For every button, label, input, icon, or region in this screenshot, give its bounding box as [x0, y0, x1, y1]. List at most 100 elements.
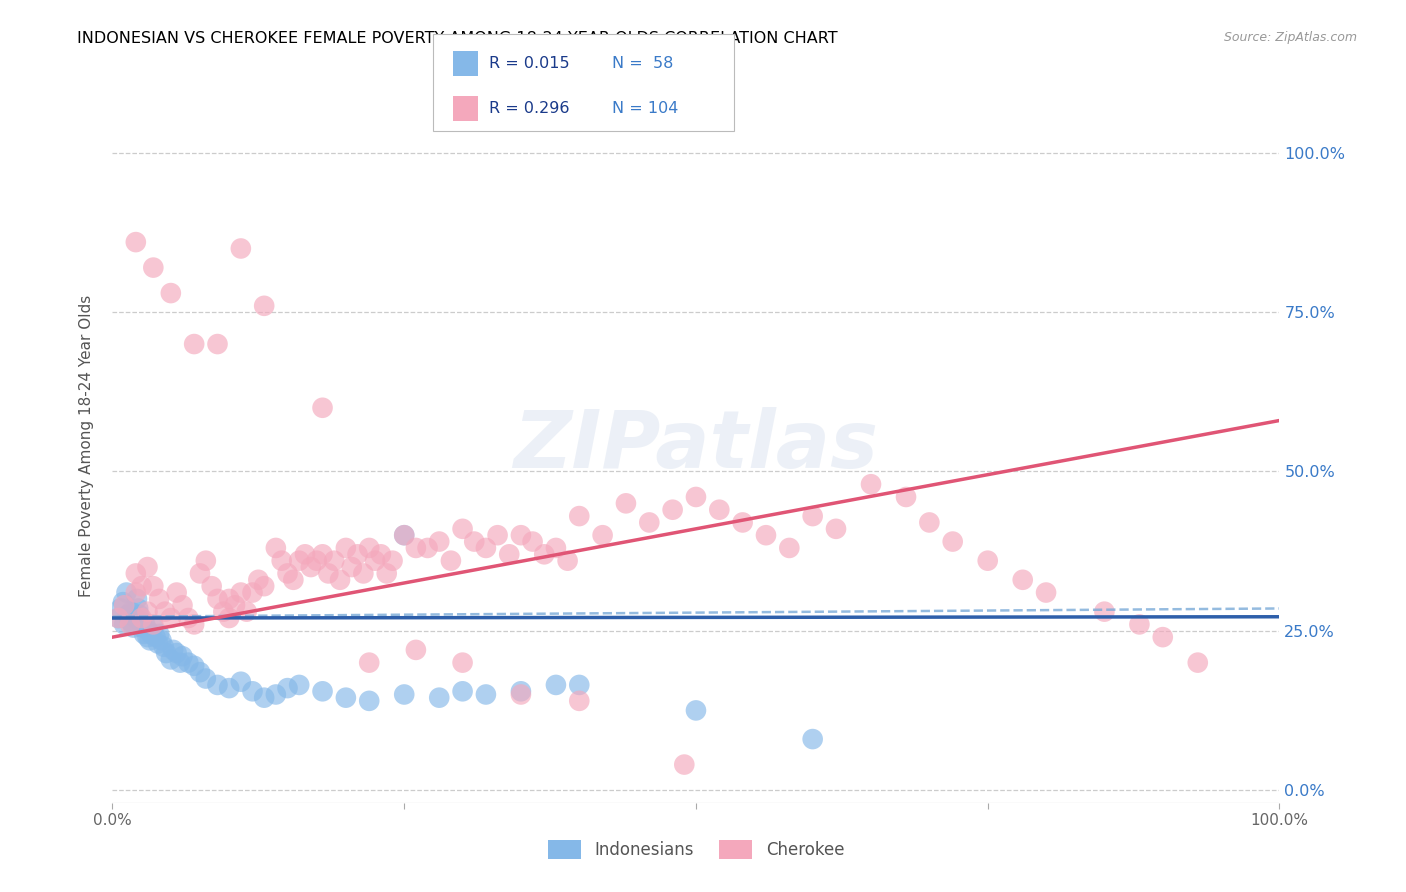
- Point: [894, 490, 917, 504]
- Point: [172, 599, 194, 613]
- Point: [463, 534, 485, 549]
- Point: [172, 649, 194, 664]
- Point: [288, 678, 311, 692]
- Point: [685, 703, 707, 717]
- Point: [142, 579, 165, 593]
- Point: [359, 541, 381, 555]
- Point: [122, 621, 145, 635]
- Point: [125, 591, 148, 606]
- Point: [264, 688, 287, 702]
- Point: [242, 684, 264, 698]
- Y-axis label: Female Poverty Among 18-24 Year Olds: Female Poverty Among 18-24 Year Olds: [79, 295, 94, 597]
- Point: [942, 534, 965, 549]
- Point: [162, 643, 184, 657]
- Point: [166, 646, 188, 660]
- Point: [614, 496, 637, 510]
- Legend: Indonesians, Cherokee: Indonesians, Cherokee: [541, 833, 851, 866]
- Point: [544, 678, 567, 692]
- Text: INDONESIAN VS CHEROKEE FEMALE POVERTY AMONG 18-24 YEAR OLDS CORRELATION CHART: INDONESIAN VS CHEROKEE FEMALE POVERTY AM…: [77, 31, 838, 46]
- Point: [115, 585, 138, 599]
- Point: [276, 681, 298, 695]
- Point: [118, 614, 141, 628]
- Point: [731, 516, 754, 530]
- Point: [224, 599, 246, 613]
- Point: [427, 534, 450, 549]
- Point: [142, 621, 165, 635]
- Point: [112, 599, 135, 613]
- Point: [1128, 617, 1150, 632]
- Point: [136, 560, 159, 574]
- Point: [394, 528, 416, 542]
- Point: [370, 547, 392, 561]
- Point: [177, 611, 200, 625]
- Point: [329, 573, 352, 587]
- Point: [359, 656, 381, 670]
- Point: [112, 617, 135, 632]
- Point: [440, 554, 463, 568]
- Point: [416, 541, 439, 555]
- Point: [153, 640, 176, 654]
- Point: [207, 337, 229, 351]
- Point: [142, 260, 165, 275]
- Point: [142, 617, 165, 632]
- Point: [294, 547, 316, 561]
- Point: [136, 605, 159, 619]
- Point: [451, 522, 474, 536]
- Point: [311, 401, 333, 415]
- Point: [218, 591, 240, 606]
- Point: [207, 678, 229, 692]
- Point: [148, 627, 170, 641]
- Point: [127, 601, 149, 615]
- Point: [451, 684, 474, 698]
- Point: [709, 502, 731, 516]
- Point: [229, 585, 252, 599]
- Text: N =  58: N = 58: [612, 55, 673, 70]
- Text: R = 0.296: R = 0.296: [489, 102, 569, 117]
- Point: [533, 547, 555, 561]
- Point: [166, 585, 188, 599]
- Point: [207, 591, 229, 606]
- Point: [375, 566, 398, 581]
- Point: [131, 614, 153, 628]
- Point: [592, 528, 614, 542]
- Point: [160, 652, 183, 666]
- Text: N = 104: N = 104: [612, 102, 678, 117]
- Point: [323, 554, 346, 568]
- Point: [1011, 573, 1033, 587]
- Point: [557, 554, 579, 568]
- Point: [394, 688, 416, 702]
- Point: [509, 688, 531, 702]
- Point: [522, 534, 544, 549]
- Point: [110, 601, 132, 615]
- Point: [125, 235, 148, 249]
- Point: [661, 502, 683, 516]
- Point: [685, 490, 707, 504]
- Point: [146, 636, 169, 650]
- Point: [235, 605, 257, 619]
- Point: [311, 547, 333, 561]
- Point: [475, 688, 498, 702]
- Point: [1187, 656, 1209, 670]
- Point: [138, 624, 160, 638]
- Point: [405, 643, 427, 657]
- Point: [148, 591, 170, 606]
- Point: [177, 656, 200, 670]
- Point: [509, 528, 531, 542]
- Point: [169, 656, 191, 670]
- Text: R = 0.015: R = 0.015: [489, 55, 569, 70]
- Point: [340, 560, 363, 574]
- Point: [509, 684, 531, 698]
- Point: [145, 630, 167, 644]
- Point: [755, 528, 778, 542]
- Point: [128, 607, 150, 622]
- Point: [132, 621, 155, 635]
- Point: [131, 611, 153, 625]
- Point: [568, 678, 591, 692]
- Point: [264, 541, 287, 555]
- Point: [131, 579, 153, 593]
- Point: [544, 541, 567, 555]
- Point: [801, 509, 824, 524]
- Point: [118, 617, 141, 632]
- Point: [976, 554, 998, 568]
- Point: [188, 566, 211, 581]
